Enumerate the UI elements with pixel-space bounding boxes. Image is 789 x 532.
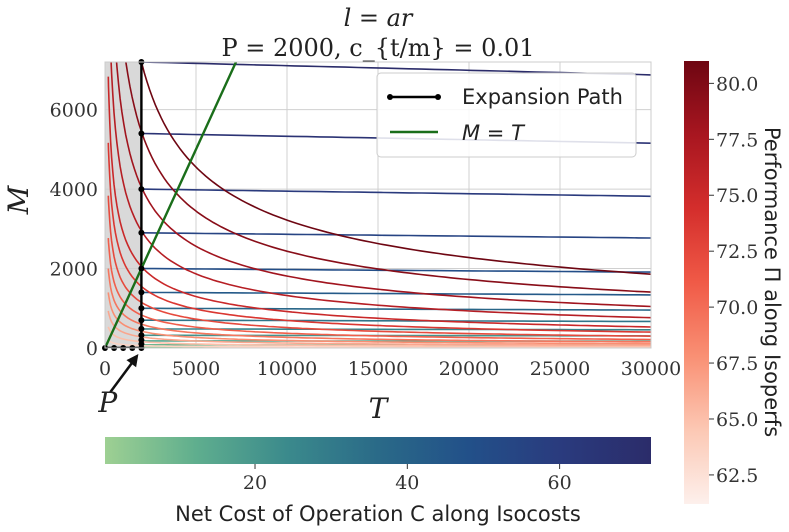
colorbar-isoperfs-tick-label: 67.5 — [716, 353, 758, 375]
colorbar-isoperfs-ticks: 62.5 65.0 67.5 70.0 72.5 75.0 77.5 80.0 — [709, 73, 758, 487]
expansion-path-point — [138, 186, 145, 193]
plot-frame — [104, 61, 652, 349]
x-tick-labels: 0 5000 10000 15000 20000 25000 30000 — [99, 358, 681, 380]
y-tick-label: 2000 — [50, 259, 98, 281]
colorbar-isoperfs-tick-label: 75.0 — [716, 185, 758, 207]
annotation-arrow-head — [126, 354, 139, 368]
colorbar-isocosts-bar — [105, 437, 651, 464]
chart-subtitle: P = 2000, c_{t/m} = 0.01 — [221, 34, 534, 62]
expansion-path-point — [138, 229, 145, 236]
isocost-curve — [141, 232, 651, 239]
legend-marker-expansion-path — [387, 94, 393, 100]
colorbar-isocosts-label: Net Cost of Operation C along Isocosts — [175, 502, 581, 526]
colorbar-isoperfs: 62.5 65.0 67.5 70.0 72.5 75.0 77.5 80.0 Perform… — [684, 61, 784, 504]
expansion-path-point — [138, 265, 145, 272]
y-axis-label: M — [2, 184, 35, 215]
legend: Expansion Path M = T — [376, 72, 637, 158]
y-tick-label: 4000 — [50, 179, 98, 201]
legend-marker-expansion-path-end — [435, 94, 441, 100]
x-tick-label: 10000 — [257, 358, 317, 380]
expansion-path-point — [138, 332, 145, 339]
colorbar-isocosts: 20 40 60 Net Cost of Operation C along Iso… — [105, 437, 651, 526]
annotation-label: P — [97, 386, 118, 419]
chart-title: l = ar — [344, 4, 414, 32]
colorbar-isoperfs-tick-label: 80.0 — [716, 73, 758, 95]
isoperf-curve — [107, 238, 651, 341]
isoperf-curve — [107, 195, 651, 337]
isoperf-curve — [140, 62, 651, 275]
x-tick-label: 0 — [99, 358, 111, 380]
isoperf-curve — [115, 62, 651, 308]
annotation-p: P — [97, 354, 139, 419]
expansion-path-point — [138, 305, 145, 312]
expansion-path-point — [138, 130, 145, 137]
expansion-path-point — [138, 317, 145, 324]
legend-label-expansion-path: Expansion Path — [462, 85, 623, 109]
isoperf-curve — [107, 268, 651, 343]
m-equals-t-line — [105, 62, 238, 348]
legend-box — [376, 72, 637, 158]
colorbar-isocosts-tick-label: 40 — [395, 472, 419, 494]
expansion-path-markers — [102, 59, 145, 351]
colorbar-isoperfs-tick-label: 65.0 — [716, 409, 758, 431]
legend-label-m-equals-t: M = T — [462, 121, 526, 145]
expansion-path-point — [138, 289, 145, 296]
isoperf-curve — [110, 62, 651, 319]
isoperf-curve — [107, 76, 651, 328]
colorbar-isoperfs-tick-label: 62.5 — [716, 465, 758, 487]
expansion-path-point — [138, 337, 145, 344]
colorbar-isoperfs-label: Performance Π along Isoperfs — [760, 127, 784, 437]
x-tick-label: 25000 — [530, 358, 590, 380]
colorbar-isoperfs-tick-label: 72.5 — [716, 241, 758, 263]
isocost-curve — [141, 307, 651, 311]
colorbar-isoperfs-tick-label: 77.5 — [716, 129, 758, 151]
expansion-path-point — [138, 325, 145, 332]
isocost-curve — [141, 267, 651, 273]
isocost-curve — [141, 188, 651, 198]
isoperf-curve — [107, 142, 651, 333]
isocost-curve — [141, 328, 651, 331]
x-tick-label: 5000 — [172, 358, 220, 380]
x-axis-label: T — [369, 392, 390, 425]
y-tick-labels: 0 2000 4000 6000 — [50, 100, 98, 360]
x-tick-label: 20000 — [439, 358, 499, 380]
colorbar-isoperfs-bar — [684, 61, 709, 504]
y-tick-label: 6000 — [50, 100, 98, 122]
x-tick-label: 15000 — [348, 358, 408, 380]
isocost-curve — [141, 291, 651, 296]
colorbar-isoperfs-tick-label: 70.0 — [716, 297, 758, 319]
annotation-arrow-shaft — [109, 360, 135, 393]
isocost-curve — [141, 319, 651, 323]
x-tick-label: 30000 — [621, 358, 681, 380]
colorbar-isocosts-ticks: 20 40 60 — [243, 464, 572, 494]
isoperf-curve — [125, 62, 651, 293]
y-tick-label: 0 — [86, 338, 98, 360]
colorbar-isocosts-tick-label: 60 — [548, 472, 572, 494]
colorbar-isocosts-tick-label: 20 — [243, 472, 267, 494]
